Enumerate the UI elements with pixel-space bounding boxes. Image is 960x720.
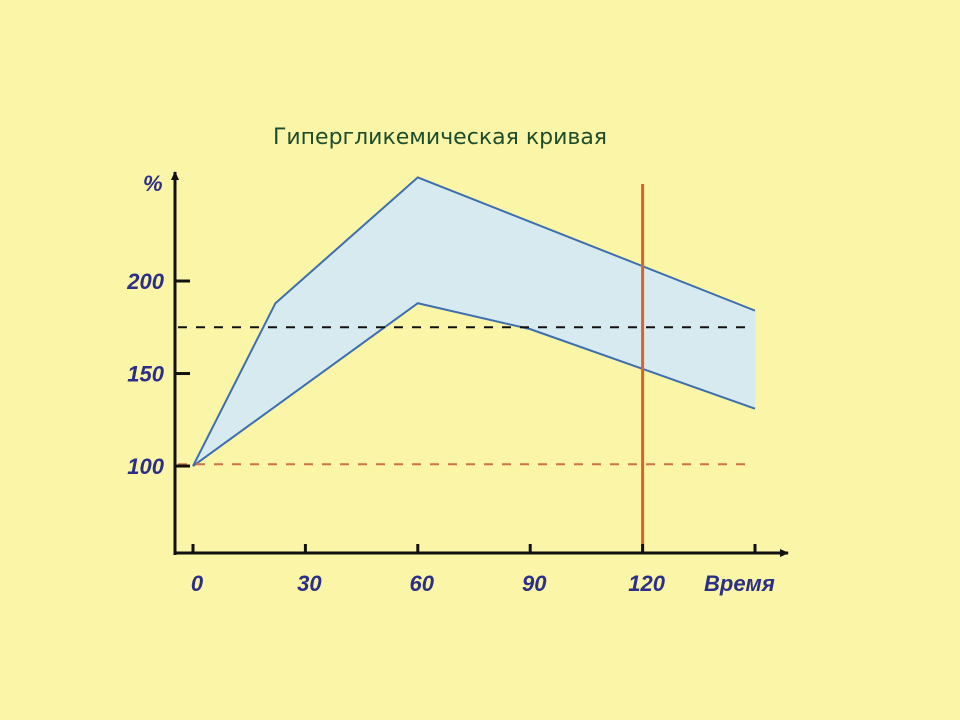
- x-tick-label: 0: [191, 571, 204, 596]
- x-axis-label: Время: [704, 571, 775, 596]
- x-tick-label: 90: [522, 571, 547, 596]
- upper-bound-line: [192, 176, 756, 467]
- y-tick-label: 100: [127, 454, 164, 479]
- y-tick-label: 200: [126, 269, 164, 294]
- x-tick-label: 60: [410, 571, 435, 596]
- x-tick-label: 120: [628, 571, 665, 596]
- band-layer: [192, 176, 756, 467]
- y-axis-label: %: [143, 171, 163, 196]
- range-band-fill: [193, 177, 755, 467]
- reference-lines: [178, 184, 752, 553]
- x-tick-label: 30: [297, 571, 322, 596]
- y-tick-label: 150: [127, 362, 164, 387]
- axis-ticks: 0 30 60 90 120 100 150 200: [126, 269, 757, 596]
- chart-title: Гипергликемическая кривая: [273, 125, 607, 150]
